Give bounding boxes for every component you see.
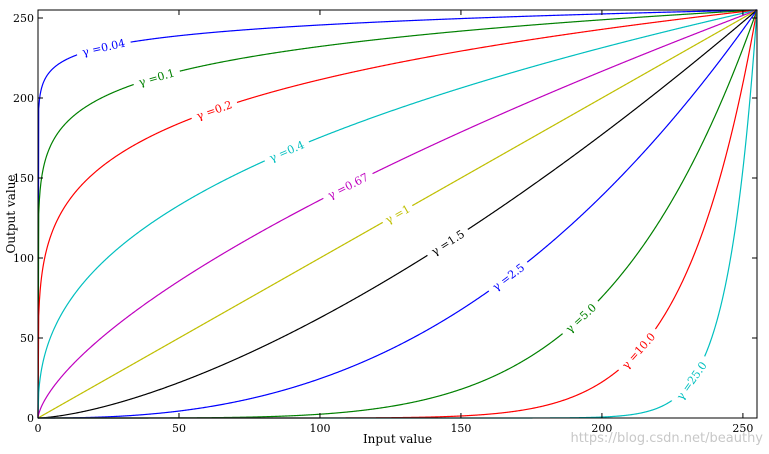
series-line-0 — [37, 9, 758, 419]
curve-label-9: γ =10.0 — [614, 324, 662, 376]
series-line-4 — [37, 9, 758, 419]
curve-label-text: γ =0.4 — [267, 138, 306, 164]
y-tick-label: 100 — [13, 252, 34, 265]
curve-label-bg — [614, 324, 662, 376]
curve-label-bg — [557, 295, 603, 339]
y-tick-label: 250 — [13, 12, 34, 25]
curve-label-text: γ =1 — [383, 202, 412, 226]
y-axis-label: Output value — [4, 174, 18, 253]
curve-label-4: γ =0.67 — [319, 166, 376, 204]
curve-label-text: γ =10.0 — [619, 330, 658, 371]
series-line-7 — [38, 9, 758, 419]
y-tick-label: 150 — [13, 172, 34, 185]
curve-label-bg — [75, 33, 132, 60]
x-axis-label: Input value — [363, 432, 432, 446]
curve-label-5: γ =1 — [378, 198, 416, 228]
series-line-3 — [37, 9, 758, 419]
y-tick-label: 200 — [13, 92, 34, 105]
curve-label-3: γ =0.4 — [261, 134, 312, 167]
curve-label-1: γ =0.1 — [131, 62, 182, 90]
curve-label-bg — [423, 222, 472, 261]
plot-frame — [37, 9, 758, 419]
x-tick-label: 250 — [732, 422, 753, 435]
x-tick-label: 150 — [450, 422, 471, 435]
curve-label-bg — [188, 94, 239, 124]
curve-label-0: γ =0.04 — [75, 33, 132, 60]
curve-label-text: γ =1.5 — [429, 228, 467, 259]
series-line-6 — [37, 9, 758, 419]
curve-label-bg — [669, 353, 713, 407]
x-tick-label: 50 — [172, 422, 186, 435]
curve-label-bg — [319, 166, 376, 204]
watermark-text: https://blog.csdn.net/beauthy — [570, 431, 763, 446]
curve-label-text: γ =5.0 — [563, 301, 599, 335]
y-tick-label: 50 — [20, 332, 34, 345]
curve-label-6: γ =1.5 — [423, 222, 472, 261]
curve-label-7: γ =2.5 — [484, 256, 532, 297]
curve-label-bg — [484, 256, 532, 297]
curve-label-bg — [378, 198, 416, 228]
curve-label-bg — [131, 62, 182, 90]
curve-label-8: γ =5.0 — [557, 295, 603, 339]
y-tick-label: 0 — [27, 412, 34, 425]
x-tick-label: 0 — [35, 422, 42, 435]
x-tick-label: 200 — [591, 422, 612, 435]
curve-label-text: γ =0.67 — [326, 171, 371, 202]
curve-label-10: γ =25.0 — [669, 353, 713, 407]
x-tick-label: 100 — [309, 422, 330, 435]
curve-label-bg — [261, 134, 312, 167]
series-line-2 — [37, 9, 758, 419]
curve-label-2: γ =0.2 — [188, 94, 239, 124]
curve-label-text: γ =25.0 — [674, 359, 710, 402]
